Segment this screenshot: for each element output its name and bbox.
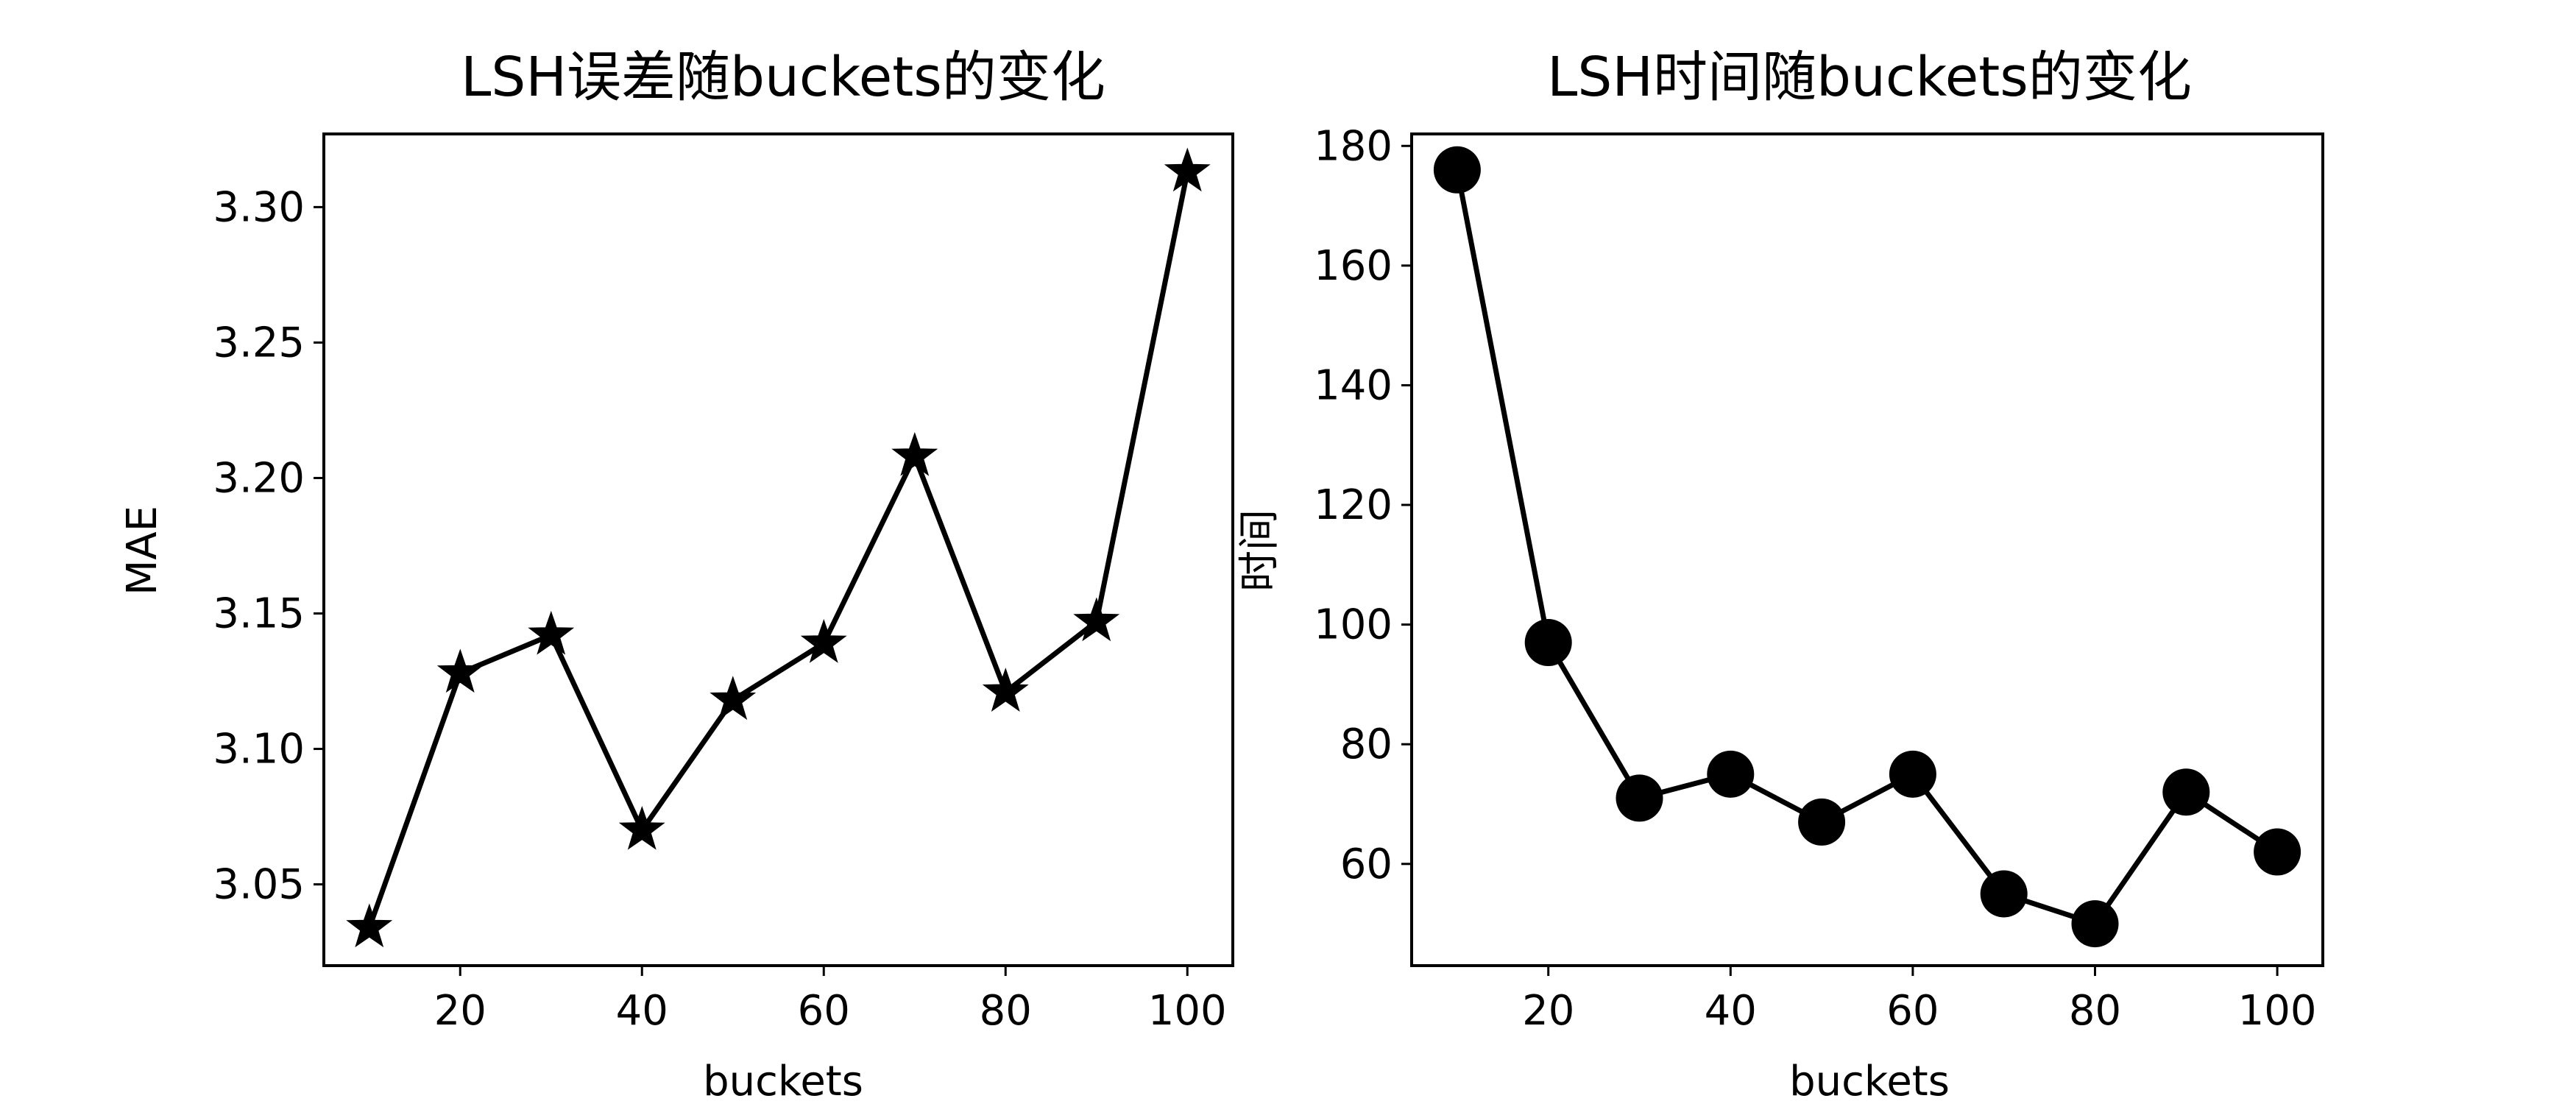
time-chart-y-tick-label: 80 <box>1340 721 1393 768</box>
time-chart-x-axis-label: buckets <box>1789 1058 1950 1104</box>
time-chart-data-point <box>1798 798 1846 846</box>
time-chart-data-point <box>1980 870 2028 918</box>
time-chart-x-tick-label: 80 <box>2069 987 2121 1035</box>
time-chart-y-tick-label: 180 <box>1314 122 1393 170</box>
mae-chart-x-tick-label: 100 <box>1148 987 1227 1035</box>
mae-chart-x-axis-label: buckets <box>703 1058 863 1104</box>
mae-chart-data-point <box>800 618 847 663</box>
mae-chart-y-tick-label: 3.10 <box>213 726 305 774</box>
time-chart-data-point <box>2162 768 2210 816</box>
time-chart-y-tick-label: 160 <box>1314 242 1393 290</box>
mae-chart-data-point <box>346 903 393 948</box>
time-chart-data-point <box>1889 750 1936 798</box>
time-chart-data-point <box>2254 828 2301 876</box>
time-chart-data-point <box>1616 774 1663 822</box>
mae-chart-y-axis-label: MAE <box>118 506 166 595</box>
time-chart-x-tick-label: 20 <box>1522 987 1574 1035</box>
time-chart-data-point <box>1524 619 1572 667</box>
time-chart-data-point <box>2071 900 2119 948</box>
time-chart-plot-frame <box>1410 132 2324 967</box>
mae-chart-y-tick-label: 3.15 <box>213 590 305 637</box>
mae-chart-title: LSH误差随buckets的变化 <box>461 46 1105 109</box>
time-chart-y-tick-label: 140 <box>1314 361 1393 409</box>
mae-chart-y-tick-label: 3.30 <box>213 183 305 231</box>
time-chart-y-tick-label: 60 <box>1340 841 1393 888</box>
mae-chart-data-point <box>1073 597 1120 642</box>
mae-chart-x-tick-label: 40 <box>616 987 668 1035</box>
time-chart-x-tick-label: 100 <box>2238 987 2317 1035</box>
mae-chart-data-point <box>436 648 484 693</box>
time-chart-y-tick-label: 120 <box>1314 481 1393 529</box>
mae-chart-y-tick-label: 3.05 <box>213 861 305 909</box>
mae-chart-series-line <box>367 171 1190 929</box>
time-chart-y-tick-label: 100 <box>1314 601 1393 649</box>
mae-chart: LSH误差随buckets的变化 buckets MAE 20 40 60 80 100… <box>118 46 1234 1104</box>
time-chart: LSH时间随buckets的变化 buckets 时间 20 40 60 80 100 6… <box>1236 46 2324 1104</box>
time-chart-series-line <box>1454 169 2279 927</box>
time-chart-data-point <box>1433 146 1481 194</box>
mae-chart-data-point <box>891 431 938 476</box>
mae-chart-data-point <box>982 668 1029 712</box>
time-chart-x-tick-label: 60 <box>1886 987 1939 1035</box>
time-chart-data-point <box>1707 750 1755 798</box>
mae-chart-x-tick-label: 80 <box>980 987 1032 1035</box>
mae-chart-y-tick-label: 3.25 <box>213 319 305 367</box>
mae-chart-data-point <box>618 805 665 850</box>
mae-chart-x-tick-label: 60 <box>798 987 850 1035</box>
mae-chart-x-tick-label: 20 <box>434 987 486 1035</box>
mae-chart-data-point <box>710 676 757 721</box>
mae-chart-data-point <box>1164 147 1211 192</box>
mae-chart-plot-frame <box>322 132 1234 967</box>
mae-chart-y-tick-label: 3.20 <box>213 454 305 502</box>
mae-chart-data-point <box>528 610 575 655</box>
time-chart-title: LSH时间随buckets的变化 <box>1547 46 2192 109</box>
time-chart-x-tick-label: 40 <box>1705 987 1757 1035</box>
time-chart-y-axis-label: 时间 <box>1236 509 1284 592</box>
